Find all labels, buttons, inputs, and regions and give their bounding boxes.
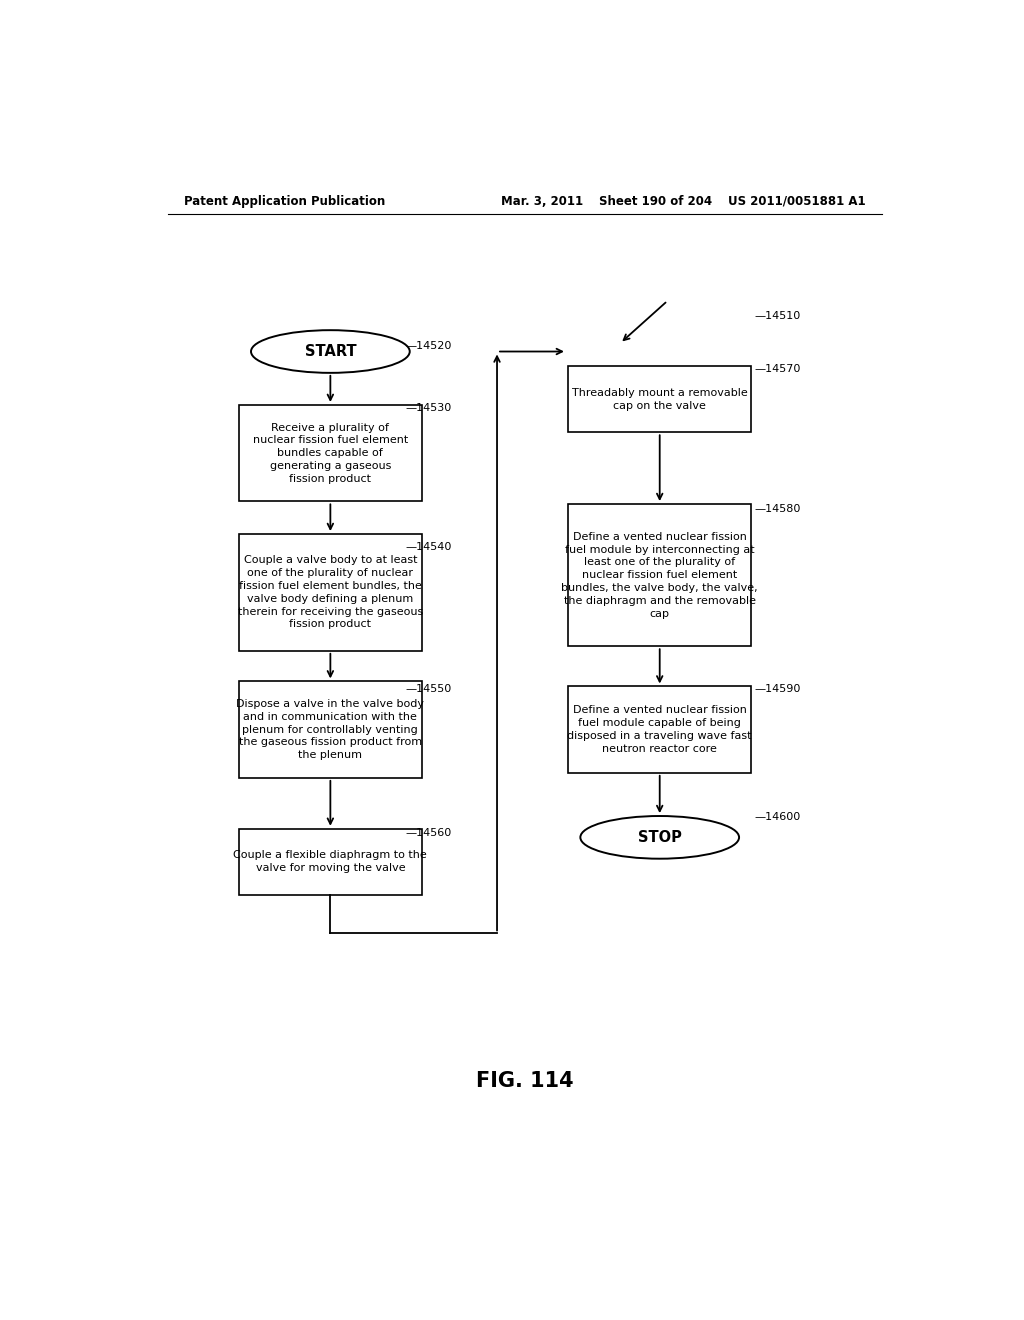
Text: —14520: —14520 <box>406 342 453 351</box>
Text: Couple a valve body to at least
one of the plurality of nuclear
fission fuel ele: Couple a valve body to at least one of t… <box>238 556 423 630</box>
Text: Mar. 3, 2011  Sheet 190 of 204  US 2011/0051881 A1: Mar. 3, 2011 Sheet 190 of 204 US 2011/00… <box>502 194 866 207</box>
Bar <box>568 366 751 433</box>
Text: FIG. 114: FIG. 114 <box>476 1072 573 1092</box>
Text: Define a vented nuclear fission
fuel module capable of being
disposed in a trave: Define a vented nuclear fission fuel mod… <box>567 705 752 754</box>
Text: STOP: STOP <box>638 830 682 845</box>
Bar <box>568 504 751 647</box>
Bar <box>568 686 751 772</box>
Text: Threadably mount a removable
cap on the valve: Threadably mount a removable cap on the … <box>571 388 748 411</box>
Text: —14580: —14580 <box>755 504 802 513</box>
Text: —14600: —14600 <box>755 812 801 822</box>
Bar <box>240 681 422 777</box>
Text: —14560: —14560 <box>406 828 452 838</box>
Bar <box>240 405 422 502</box>
Text: Patent Application Publication: Patent Application Publication <box>183 194 385 207</box>
Bar <box>240 535 422 651</box>
Text: —14570: —14570 <box>755 364 802 374</box>
Text: —14590: —14590 <box>755 684 802 694</box>
Text: —14530: —14530 <box>406 404 452 413</box>
Text: Couple a flexible diaphragm to the
valve for moving the valve: Couple a flexible diaphragm to the valve… <box>233 850 427 873</box>
Text: —14540: —14540 <box>406 541 453 552</box>
Text: —14550: —14550 <box>406 684 452 694</box>
Text: START: START <box>304 345 356 359</box>
Bar <box>240 829 422 895</box>
Text: Dispose a valve in the valve body
and in communication with the
plenum for contr: Dispose a valve in the valve body and in… <box>237 700 424 760</box>
Text: Receive a plurality of
nuclear fission fuel element
bundles capable of
generatin: Receive a plurality of nuclear fission f… <box>253 422 408 483</box>
Text: —14510: —14510 <box>755 312 801 321</box>
Text: Define a vented nuclear fission
fuel module by interconnecting at
least one of t: Define a vented nuclear fission fuel mod… <box>561 532 758 619</box>
